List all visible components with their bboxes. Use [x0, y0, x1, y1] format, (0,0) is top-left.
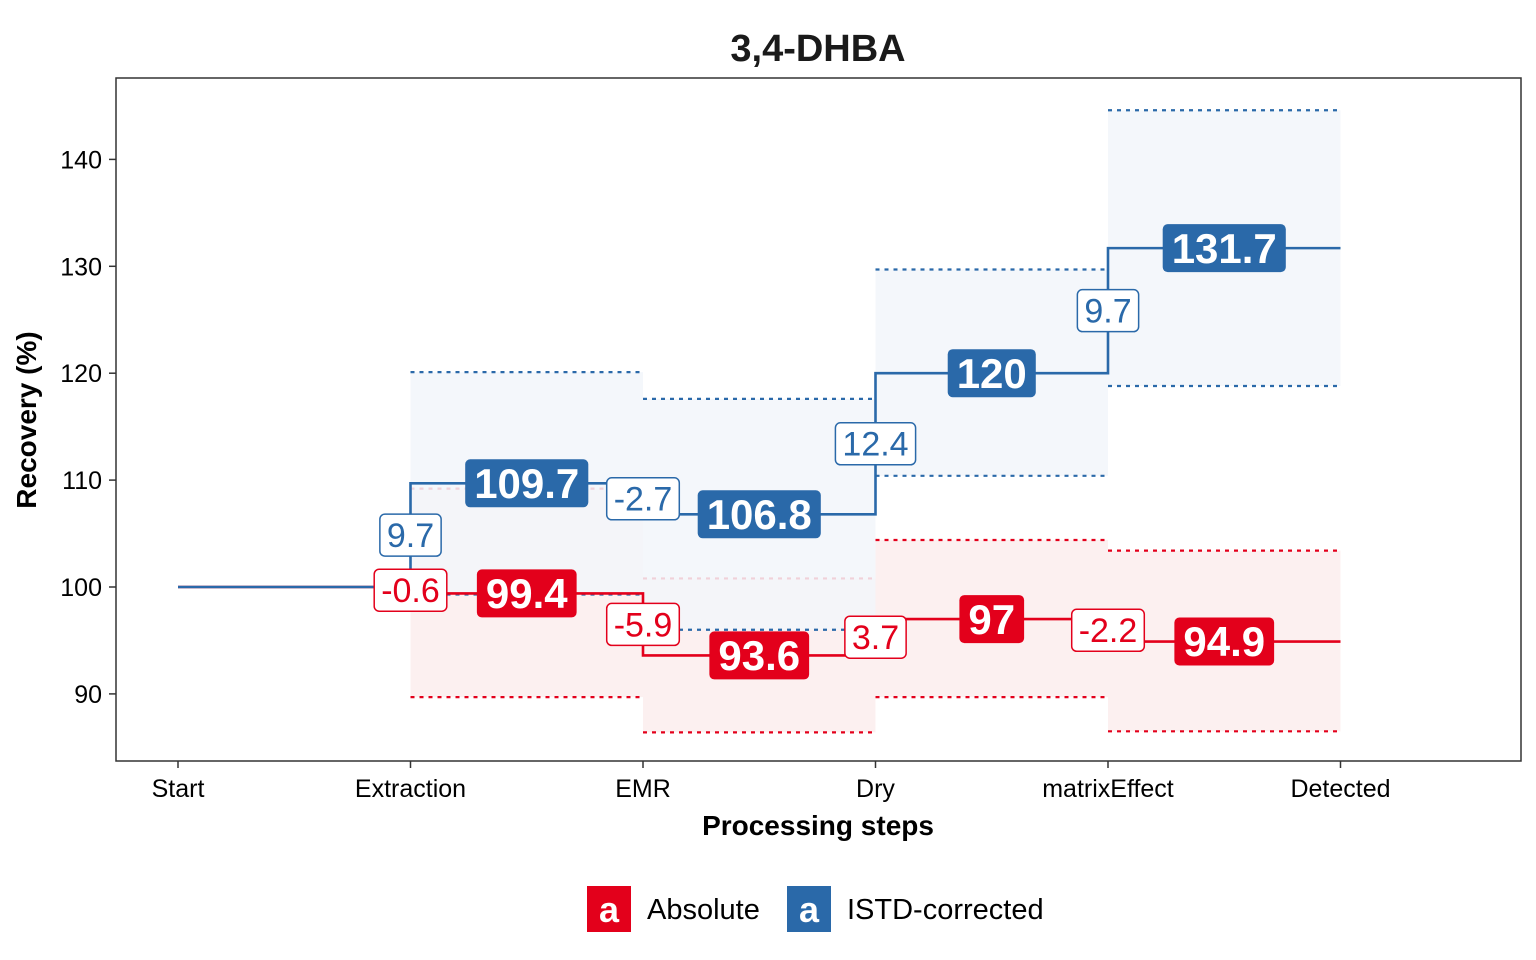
value-labels: -0.6 99.4 -5.9 93.6 3.7 97 -2.2 94.9 9.7 109.7 -2.…	[373, 224, 1286, 680]
value-label-1-2: 120	[947, 349, 1036, 398]
change-label-1-2-box	[834, 422, 917, 466]
change-label-1-2-text: 12.4	[842, 426, 908, 464]
change-label-0-1-text: -5.9	[614, 606, 673, 644]
value-label-1-2-box	[947, 349, 1036, 398]
change-label-1-3-box	[1076, 288, 1140, 333]
change-label-0-1: -5.9	[605, 602, 681, 647]
y-axis: 90 100 110 120 130 140	[60, 146, 116, 709]
change-label-1-1: -2.7	[605, 477, 681, 521]
value-label-1-0-text: 109.7	[474, 460, 579, 507]
legend-label-0: Absolute	[647, 894, 760, 926]
legend: a Absolute a ISTD-corrected	[587, 886, 1044, 932]
change-label-1-3-text: 9.7	[1084, 293, 1131, 331]
value-label-0-1: 93.6	[709, 631, 810, 680]
y-tick-label-100: 100	[60, 574, 102, 602]
change-label-0-3: -2.2	[1070, 608, 1146, 653]
value-label-1-3: 131.7	[1162, 224, 1286, 273]
value-label-1-0-box	[465, 459, 589, 508]
value-label-1-1: 106.8	[697, 490, 821, 539]
value-label-0-2-box	[959, 595, 1025, 644]
legend-key-glyph-0: a	[599, 889, 620, 930]
value-label-0-1-text: 93.6	[718, 632, 800, 679]
plot-panel	[115, 77, 1522, 762]
legend-label-1: ISTD-corrected	[847, 894, 1044, 926]
change-label-1-0-box	[379, 513, 442, 557]
x-axis: Start Extraction EMR Dry matrixEffect Detecte…	[152, 761, 1391, 803]
legend-key-0	[587, 886, 631, 932]
x-axis-title: Processing steps	[702, 810, 934, 841]
change-label-0-0-box	[373, 568, 448, 612]
change-label-1-2: 12.4	[834, 422, 917, 466]
value-label-1-1-text: 106.8	[707, 491, 812, 538]
y-tick-label-110: 110	[62, 467, 102, 495]
value-label-0-0: 99.4	[476, 569, 577, 618]
value-label-0-0-text: 99.4	[486, 570, 568, 617]
change-label-0-2-text: 3.7	[852, 619, 899, 657]
y-axis-title: Recovery (%)	[11, 331, 42, 508]
change-label-0-0-text: -0.6	[381, 572, 440, 610]
value-label-1-2-text: 120	[957, 350, 1027, 397]
value-label-0-0-box	[476, 569, 577, 618]
x-tick-label-4: matrixEffect	[1042, 775, 1174, 803]
change-label-1-3: 9.7	[1076, 288, 1140, 333]
change-label-1-0-text: 9.7	[387, 517, 434, 555]
change-label-0-1-box	[605, 602, 681, 647]
value-label-1-3-box	[1162, 224, 1286, 273]
value-label-0-2: 97	[959, 595, 1025, 644]
y-tick-label-120: 120	[60, 360, 102, 388]
x-tick-label-5: Detected	[1290, 775, 1390, 803]
x-tick-label-0: Start	[152, 775, 205, 803]
y-tick-label-140: 140	[60, 146, 102, 174]
x-tick-label-1: Extraction	[355, 775, 466, 803]
change-label-0-2: 3.7	[844, 615, 907, 659]
legend-key-1	[787, 886, 831, 932]
change-label-0-3-text: -2.2	[1079, 612, 1138, 650]
change-label-0-0: -0.6	[373, 568, 448, 612]
change-label-1-1-text: -2.7	[614, 481, 673, 519]
chart-title: 3,4-DHBA	[730, 28, 905, 70]
x-tick-label-3: Dry	[856, 775, 895, 803]
value-label-1-0: 109.7	[465, 459, 589, 508]
value-label-0-3-text: 94.9	[1183, 618, 1265, 665]
y-tick-label-90: 90	[74, 681, 102, 709]
value-label-1-3-text: 131.7	[1172, 225, 1277, 272]
y-tick-label-130: 130	[60, 253, 102, 281]
x-tick-label-2: EMR	[615, 775, 671, 803]
change-label-1-1-box	[605, 477, 681, 521]
value-label-0-3-box	[1174, 617, 1275, 666]
value-label-0-3: 94.9	[1174, 617, 1275, 666]
change-label-0-3-box	[1070, 608, 1146, 653]
value-label-0-1-box	[709, 631, 810, 680]
value-label-1-1-box	[697, 490, 821, 539]
value-label-0-2-text: 97	[968, 596, 1015, 643]
change-label-1-0: 9.7	[379, 513, 442, 557]
change-label-0-2-box	[844, 615, 907, 659]
legend-key-glyph-1: a	[799, 889, 820, 930]
